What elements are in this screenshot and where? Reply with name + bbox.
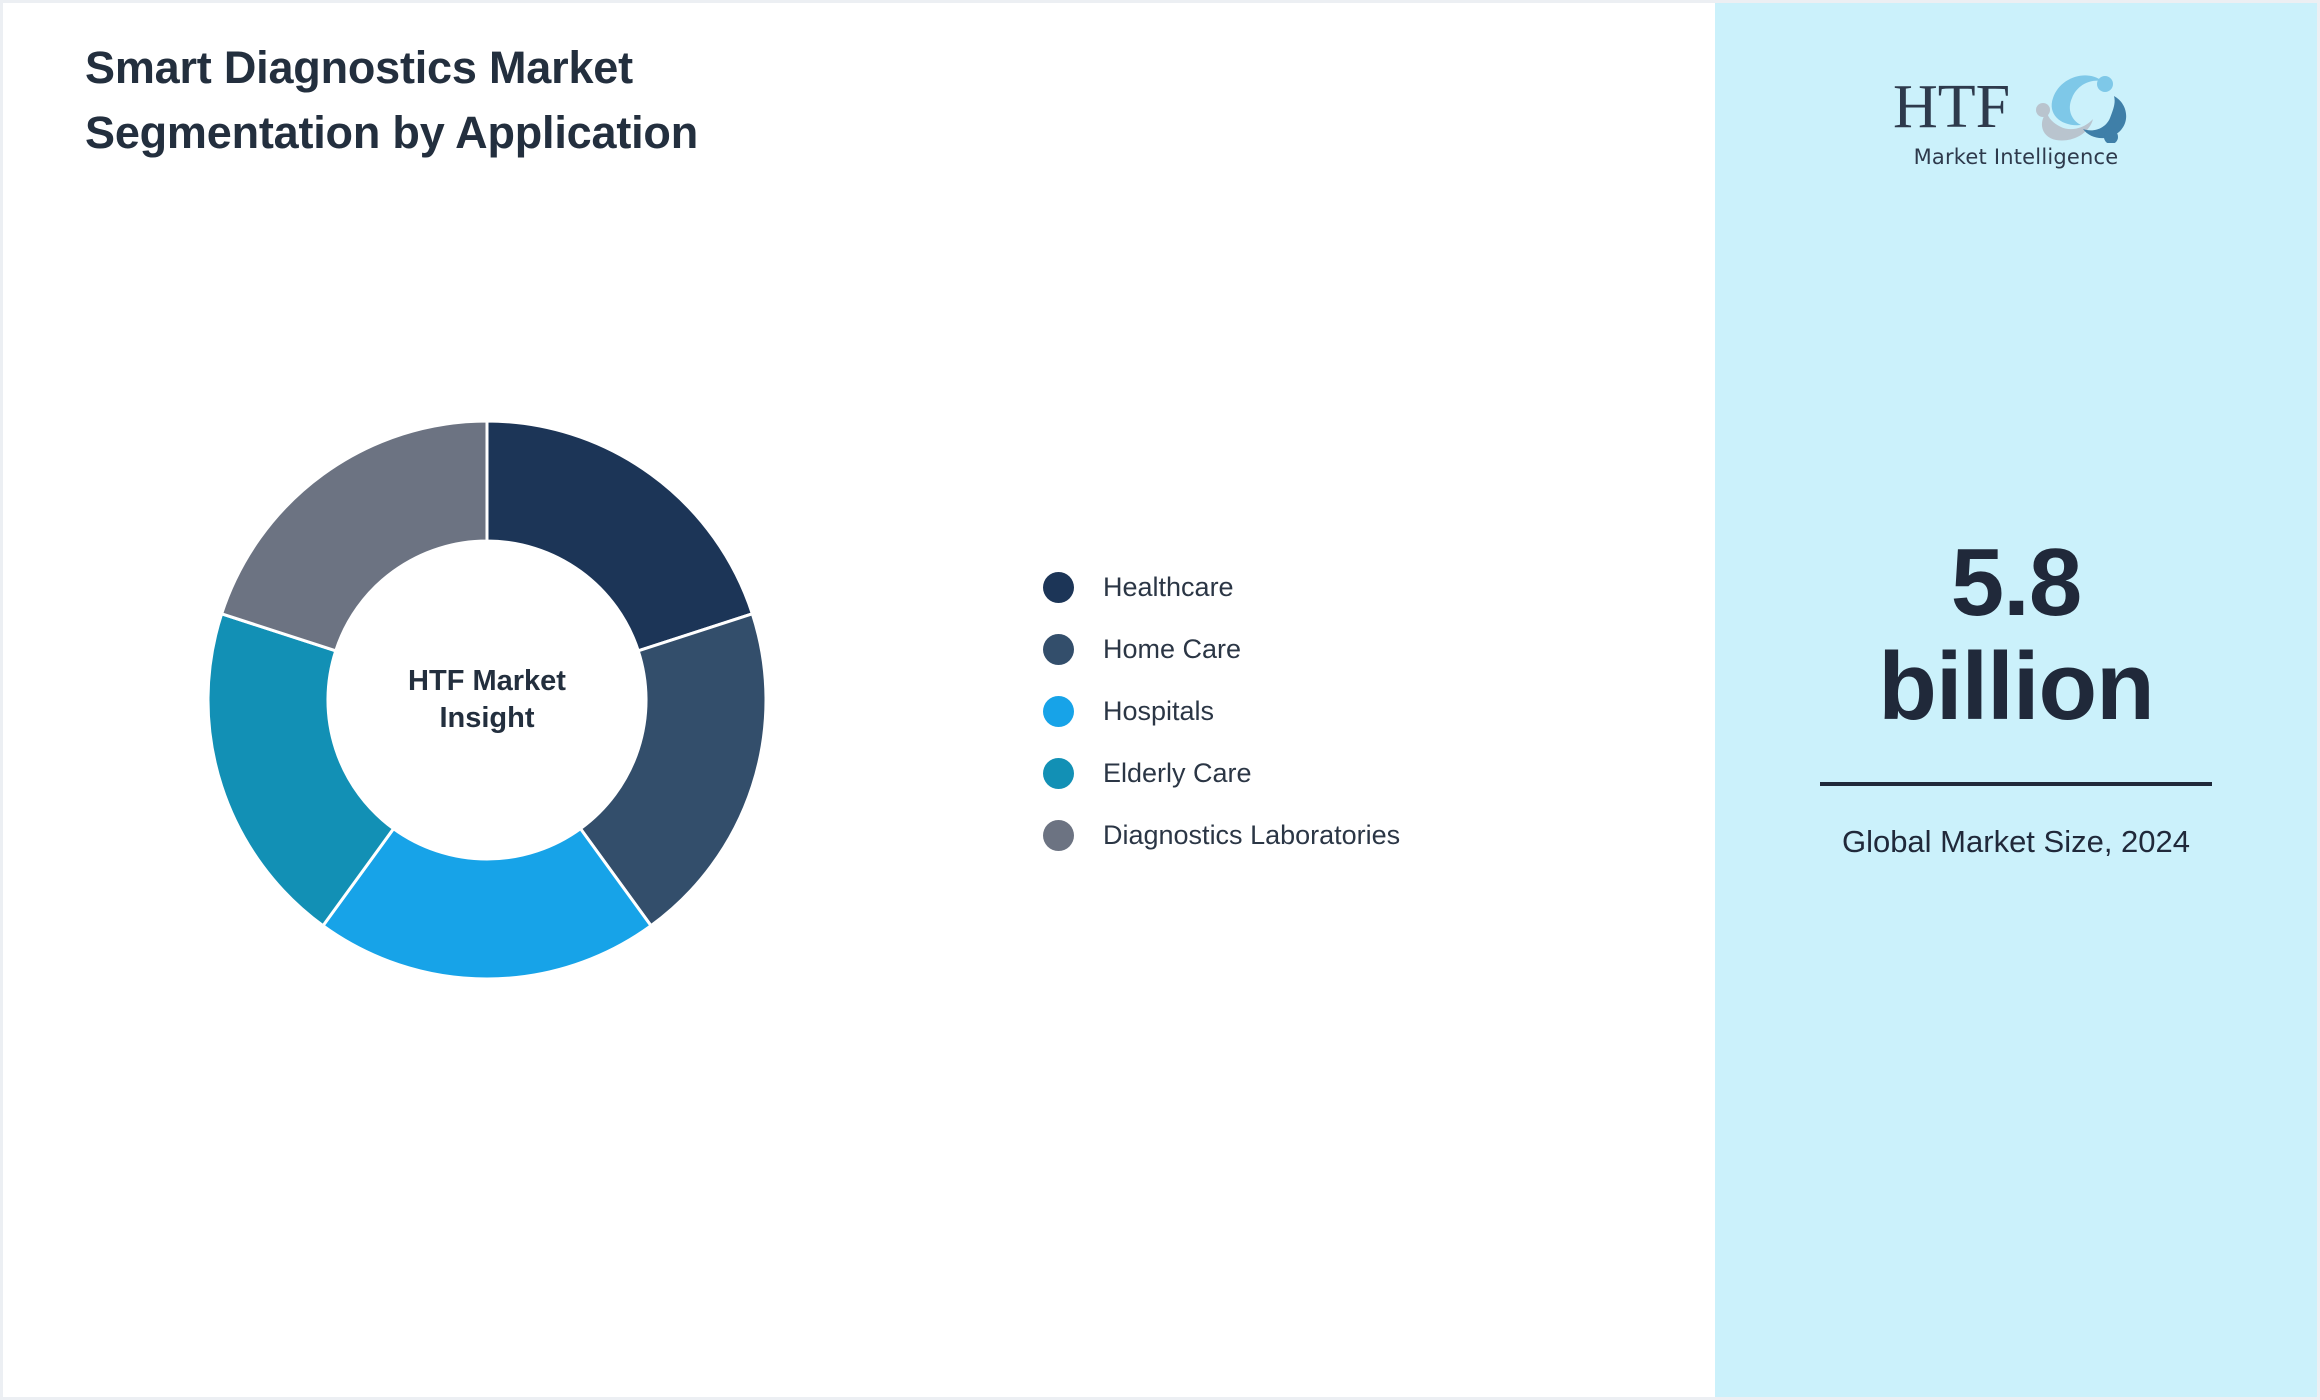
page-title-line-1: Smart Diagnostics Market <box>85 42 633 93</box>
logo-wordmark-text: HTF <box>1893 73 2010 141</box>
stat-value: 5.8 billion <box>1878 529 2155 740</box>
legend-swatch-icon <box>1043 819 1074 851</box>
legend-swatch-icon <box>1043 571 1074 603</box>
chart-legend: Healthcare Home Care Hospitals Elderly Care… <box>1043 556 1400 866</box>
donut-slice-healthcare[interactable] <box>485 421 755 653</box>
legend-item-label: Diagnostics Laboratories <box>1103 819 1401 850</box>
legend-item-label: Hospitals <box>1103 695 1215 726</box>
donut-slice-elderly-care[interactable] <box>208 611 396 928</box>
logo-swoosh-graphic <box>2036 75 2127 143</box>
htf-logo-icon: HTF <box>1893 73 2127 143</box>
legend-item[interactable]: Hospitals <box>1043 680 1400 742</box>
stat-caption: Global Market Size, 2024 <box>1841 824 2191 860</box>
donut-slice-hospitals[interactable] <box>320 826 654 979</box>
brand-logo: HTF Market Intelligence <box>1715 65 2317 169</box>
legend-item-label: Home Care <box>1103 633 1242 664</box>
donut-slice-home-care[interactable] <box>578 611 766 928</box>
donut-chart-svg <box>208 421 766 979</box>
legend-item[interactable]: Diagnostics Laboratories <box>1043 804 1400 866</box>
page-title: Smart Diagnostics Market Segmentation by… <box>85 45 1045 155</box>
legend-item-label: Elderly Care <box>1103 757 1252 788</box>
legend-swatch-icon <box>1043 633 1074 665</box>
stat-block: 5.8 billion Global Market Size, 2024 <box>1715 531 2317 865</box>
legend-item[interactable]: Elderly Care <box>1043 742 1400 804</box>
stat-panel: HTF Market Intelligence 5.8 billion <box>1715 3 2317 1397</box>
donut-chart: HTF Market Insight <box>208 421 766 979</box>
page-title-line-2: Segmentation by Application <box>85 107 698 158</box>
legend-item-label: Healthcare <box>1103 571 1234 602</box>
legend-swatch-icon <box>1043 695 1074 727</box>
legend-item[interactable]: Home Care <box>1043 618 1400 680</box>
brand-tagline: Market Intelligence <box>1913 145 2119 169</box>
donut-slice-diagnostics-laboratories[interactable] <box>219 421 489 653</box>
stat-divider <box>1820 782 2212 787</box>
chart-panel: Smart Diagnostics Market Segmentation by… <box>3 3 1718 1397</box>
legend-item[interactable]: Healthcare <box>1043 556 1400 618</box>
donut-slice-group <box>208 421 766 979</box>
legend-swatch-icon <box>1043 757 1074 789</box>
